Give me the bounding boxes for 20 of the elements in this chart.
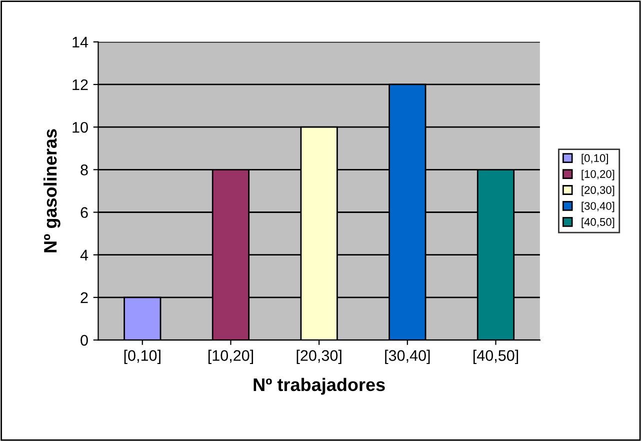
legend-label: [30,40]: [582, 202, 614, 212]
x-tick-label: [10,20]: [208, 350, 254, 364]
x-axis-title: Nº trabajadores: [254, 378, 385, 395]
x-tick-label: [30,40]: [385, 350, 430, 364]
y-tick-label: 6: [80, 207, 88, 218]
y-tick-label: 4: [80, 250, 88, 260]
legend-label: [0,10]: [582, 154, 608, 164]
legend-label: [20,30]: [582, 186, 614, 196]
y-axis-title: Nº gasolineras: [43, 129, 60, 252]
y-tick-label: 10: [72, 122, 88, 133]
legend-label: [10,20]: [582, 170, 614, 180]
y-tick-label: 0: [80, 334, 88, 346]
y-tick-label: 2: [80, 292, 88, 303]
y-tick-label: 12: [72, 79, 88, 90]
x-tick-label: [40,50]: [473, 350, 518, 364]
y-tick-label: 8: [80, 164, 88, 176]
y-tick-label: 14: [72, 36, 88, 48]
x-tick-label: [20,30]: [296, 350, 342, 364]
x-tick-label: [0,10]: [124, 350, 160, 364]
legend-label: [40,50]: [582, 218, 614, 228]
